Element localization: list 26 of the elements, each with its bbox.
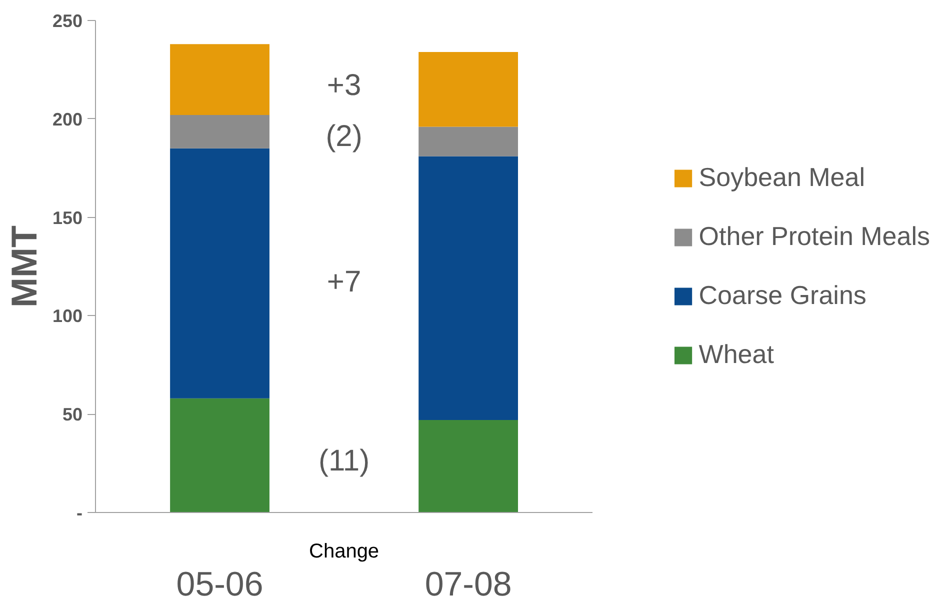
y-tick-label: 200 bbox=[52, 109, 83, 130]
x-tick-label: 05-06 bbox=[176, 566, 264, 603]
y-tick-label: 100 bbox=[52, 306, 83, 326]
y-tick-label: 50 bbox=[62, 404, 83, 425]
bar bbox=[170, 148, 270, 398]
y-tick-label: 150 bbox=[52, 208, 83, 228]
bar bbox=[170, 114, 270, 148]
y-tick-label: - bbox=[76, 503, 83, 523]
annotation: (2) bbox=[326, 120, 362, 154]
y-tick-label: 250 bbox=[52, 11, 83, 31]
bar bbox=[170, 44, 270, 115]
annotation: (11) bbox=[318, 444, 370, 478]
legend-label: Coarse Grains bbox=[698, 280, 866, 311]
legend-label: Soybean Meal bbox=[698, 162, 866, 193]
bar bbox=[418, 52, 518, 127]
legend-label: Wheat bbox=[698, 339, 774, 370]
legend-label: Other Protein Meals bbox=[698, 221, 930, 252]
bar bbox=[170, 398, 270, 512]
bar bbox=[418, 420, 518, 512]
x-tick-label: 07-08 bbox=[424, 566, 512, 603]
text: Change bbox=[309, 540, 380, 562]
annotation: +3 bbox=[326, 68, 362, 102]
bar bbox=[418, 126, 518, 156]
y-axis-title: MMT bbox=[3, 226, 44, 308]
annotation: +7 bbox=[326, 265, 362, 298]
bar bbox=[418, 156, 518, 420]
